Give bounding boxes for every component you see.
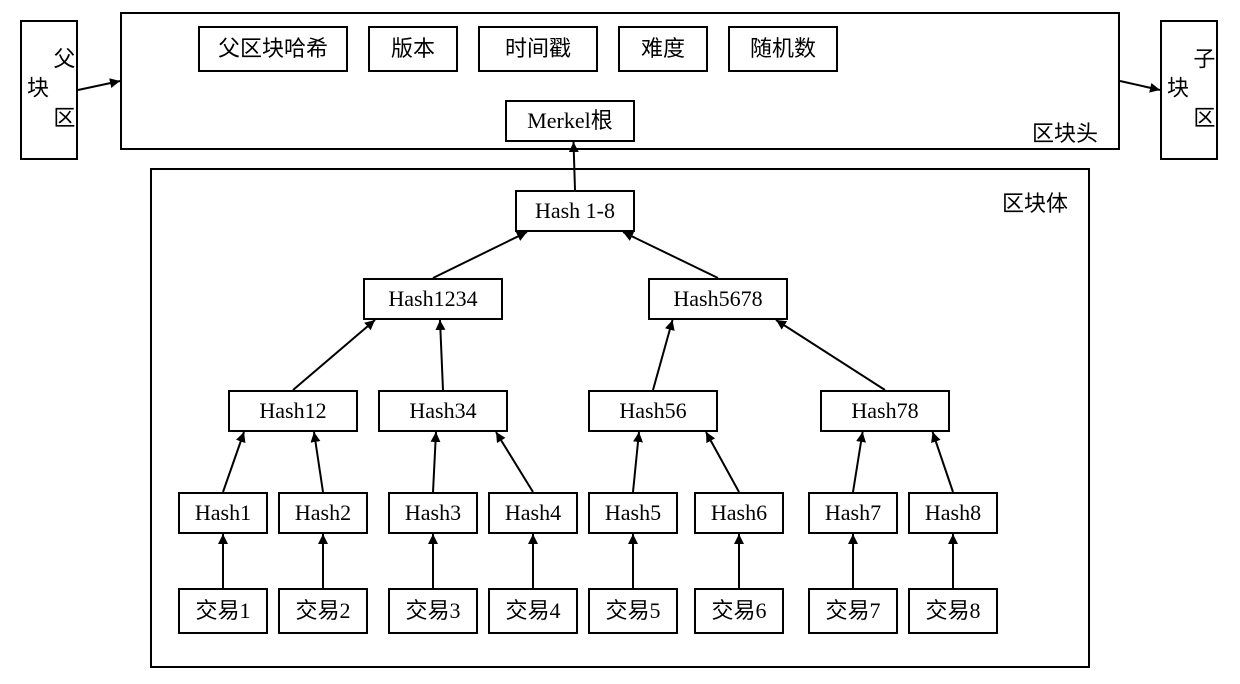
tx-8: 交易8 (908, 588, 998, 634)
tx-3-label: 交易3 (405, 598, 460, 624)
tx-8-label: 交易8 (925, 598, 980, 624)
field-nonce: 随机数 (728, 26, 838, 72)
hash-root: Hash 1-8 (515, 190, 635, 232)
hash-7: Hash7 (808, 492, 898, 534)
hash-5678-label: Hash5678 (673, 286, 762, 312)
hash-3: Hash3 (388, 492, 478, 534)
tx-2-label: 交易2 (295, 598, 350, 624)
tx-2: 交易2 (278, 588, 368, 634)
hash-5-label: Hash5 (605, 500, 661, 526)
tx-5-label: 交易5 (605, 598, 660, 624)
hash-3-label: Hash3 (405, 500, 461, 526)
hash-2: Hash2 (278, 492, 368, 534)
block-header-label: 区块头 (1032, 116, 1098, 148)
hash-4-label: Hash4 (505, 500, 561, 526)
tx-1-label: 交易1 (195, 598, 250, 624)
hash-34-label: Hash34 (409, 398, 476, 424)
hash-34: Hash34 (378, 390, 508, 432)
hash-5678: Hash5678 (648, 278, 788, 320)
hash-7-label: Hash7 (825, 500, 881, 526)
tx-4: 交易4 (488, 588, 578, 634)
parent-block-label: 父 区 块 (23, 22, 76, 158)
hash-5: Hash5 (588, 492, 678, 534)
field-merkle-root: Merkel根 (505, 100, 635, 142)
field-version-label: 版本 (391, 36, 435, 62)
hash-56: Hash56 (588, 390, 718, 432)
hash-12: Hash12 (228, 390, 358, 432)
hash-8-label: Hash8 (925, 500, 981, 526)
block-body-label: 区块体 (1002, 186, 1068, 218)
hash-8: Hash8 (908, 492, 998, 534)
child-block: 子 区 块 (1160, 20, 1218, 160)
hash-6: Hash6 (694, 492, 784, 534)
tx-7: 交易7 (808, 588, 898, 634)
field-difficulty: 难度 (618, 26, 708, 72)
hash-78-label: Hash78 (851, 398, 918, 424)
field-parent-hash-label: 父区块哈希 (218, 36, 328, 62)
field-timestamp-label: 时间戳 (505, 36, 571, 62)
hash-56-label: Hash56 (619, 398, 686, 424)
hash-2-label: Hash2 (295, 500, 351, 526)
tx-3: 交易3 (388, 588, 478, 634)
tx-5: 交易5 (588, 588, 678, 634)
child-block-label: 子 区 块 (1163, 22, 1216, 158)
field-nonce-label: 随机数 (750, 36, 816, 62)
hash-1234-label: Hash1234 (388, 286, 477, 312)
hash-1234: Hash1234 (363, 278, 503, 320)
hash-root-label: Hash 1-8 (535, 198, 615, 224)
tx-1: 交易1 (178, 588, 268, 634)
parent-block: 父 区 块 (20, 20, 78, 160)
field-merkle-root-label: Merkel根 (527, 108, 613, 134)
hash-6-label: Hash6 (711, 500, 767, 526)
hash-12-label: Hash12 (259, 398, 326, 424)
hash-1-label: Hash1 (195, 500, 251, 526)
field-parent-hash: 父区块哈希 (198, 26, 348, 72)
hash-1: Hash1 (178, 492, 268, 534)
tx-4-label: 交易4 (505, 598, 560, 624)
hash-4: Hash4 (488, 492, 578, 534)
tx-6: 交易6 (694, 588, 784, 634)
field-version: 版本 (368, 26, 458, 72)
field-difficulty-label: 难度 (641, 36, 685, 62)
hash-78: Hash78 (820, 390, 950, 432)
tx-7-label: 交易7 (825, 598, 880, 624)
tx-6-label: 交易6 (711, 598, 766, 624)
field-timestamp: 时间戳 (478, 26, 598, 72)
